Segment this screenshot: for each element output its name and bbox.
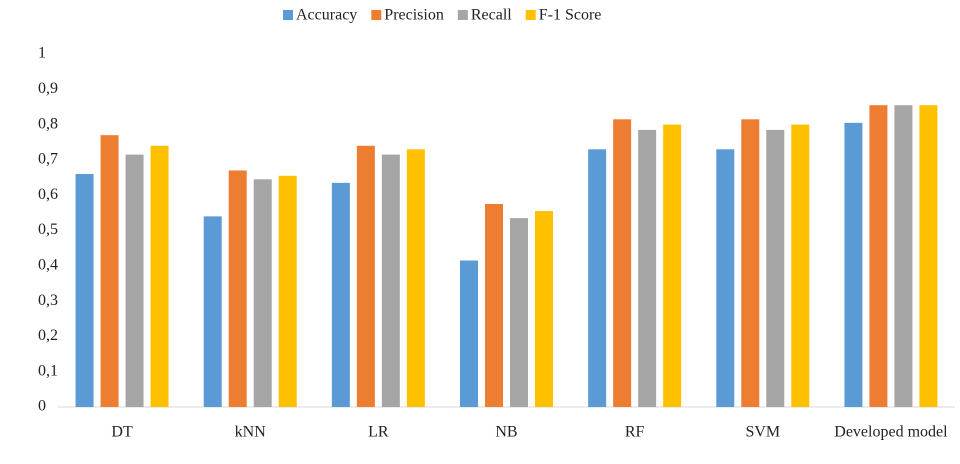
bar: [100, 135, 119, 407]
bar: [406, 149, 425, 407]
legend-swatch: [457, 10, 468, 20]
bar: [331, 182, 350, 407]
legend-swatch: [525, 10, 536, 20]
bar: [844, 122, 863, 408]
x-tick-label: Developed model: [834, 424, 948, 441]
y-tick-label: 0,6: [38, 186, 58, 203]
bar: [741, 119, 760, 408]
bar: [869, 105, 888, 407]
bar: [228, 170, 247, 407]
legend-label: Recall: [471, 7, 512, 24]
bar: [356, 145, 375, 407]
y-tick-label: 0: [38, 398, 46, 415]
x-tick-label: SVM: [745, 424, 780, 441]
bar: [75, 174, 94, 407]
bar: [203, 216, 222, 407]
legend-label: F-1 Score: [539, 7, 602, 24]
bar: [638, 129, 657, 407]
y-tick-label: 0,5: [38, 221, 58, 238]
x-tick-label: RF: [625, 424, 645, 441]
x-tick-label: LR: [368, 424, 389, 441]
legend-label: Precision: [384, 7, 444, 24]
bar: [588, 149, 607, 407]
bar: [485, 204, 503, 407]
bar: [253, 179, 272, 407]
x-tick-label: NB: [495, 424, 517, 441]
bar: [919, 105, 938, 407]
bar: [894, 105, 913, 407]
x-tick-label: kNN: [235, 424, 267, 441]
bar: [460, 260, 478, 407]
x-tick-label: DT: [111, 424, 133, 441]
bar: [278, 175, 297, 407]
legend-swatch: [371, 10, 382, 20]
y-tick-label: 0,9: [38, 80, 58, 97]
bar: [381, 154, 400, 407]
bar: [125, 154, 144, 407]
bar: [791, 124, 810, 407]
bar: [510, 218, 528, 407]
y-tick-label: 0,8: [38, 115, 58, 132]
legend-label: Accuracy: [296, 7, 357, 24]
y-tick-label: 0,3: [38, 292, 58, 309]
bar: [663, 124, 682, 407]
y-tick-label: 1: [38, 45, 46, 62]
legend-swatch: [283, 10, 293, 20]
bar: [150, 145, 169, 407]
y-tick-label: 0,1: [38, 362, 58, 379]
y-tick-label: 0,2: [38, 327, 58, 344]
y-tick-label: 0,7: [38, 151, 58, 168]
bar: [716, 149, 735, 407]
bar: [613, 119, 632, 408]
bar: [766, 129, 785, 407]
bar: [535, 211, 553, 407]
y-tick-label: 0,4: [38, 256, 58, 273]
